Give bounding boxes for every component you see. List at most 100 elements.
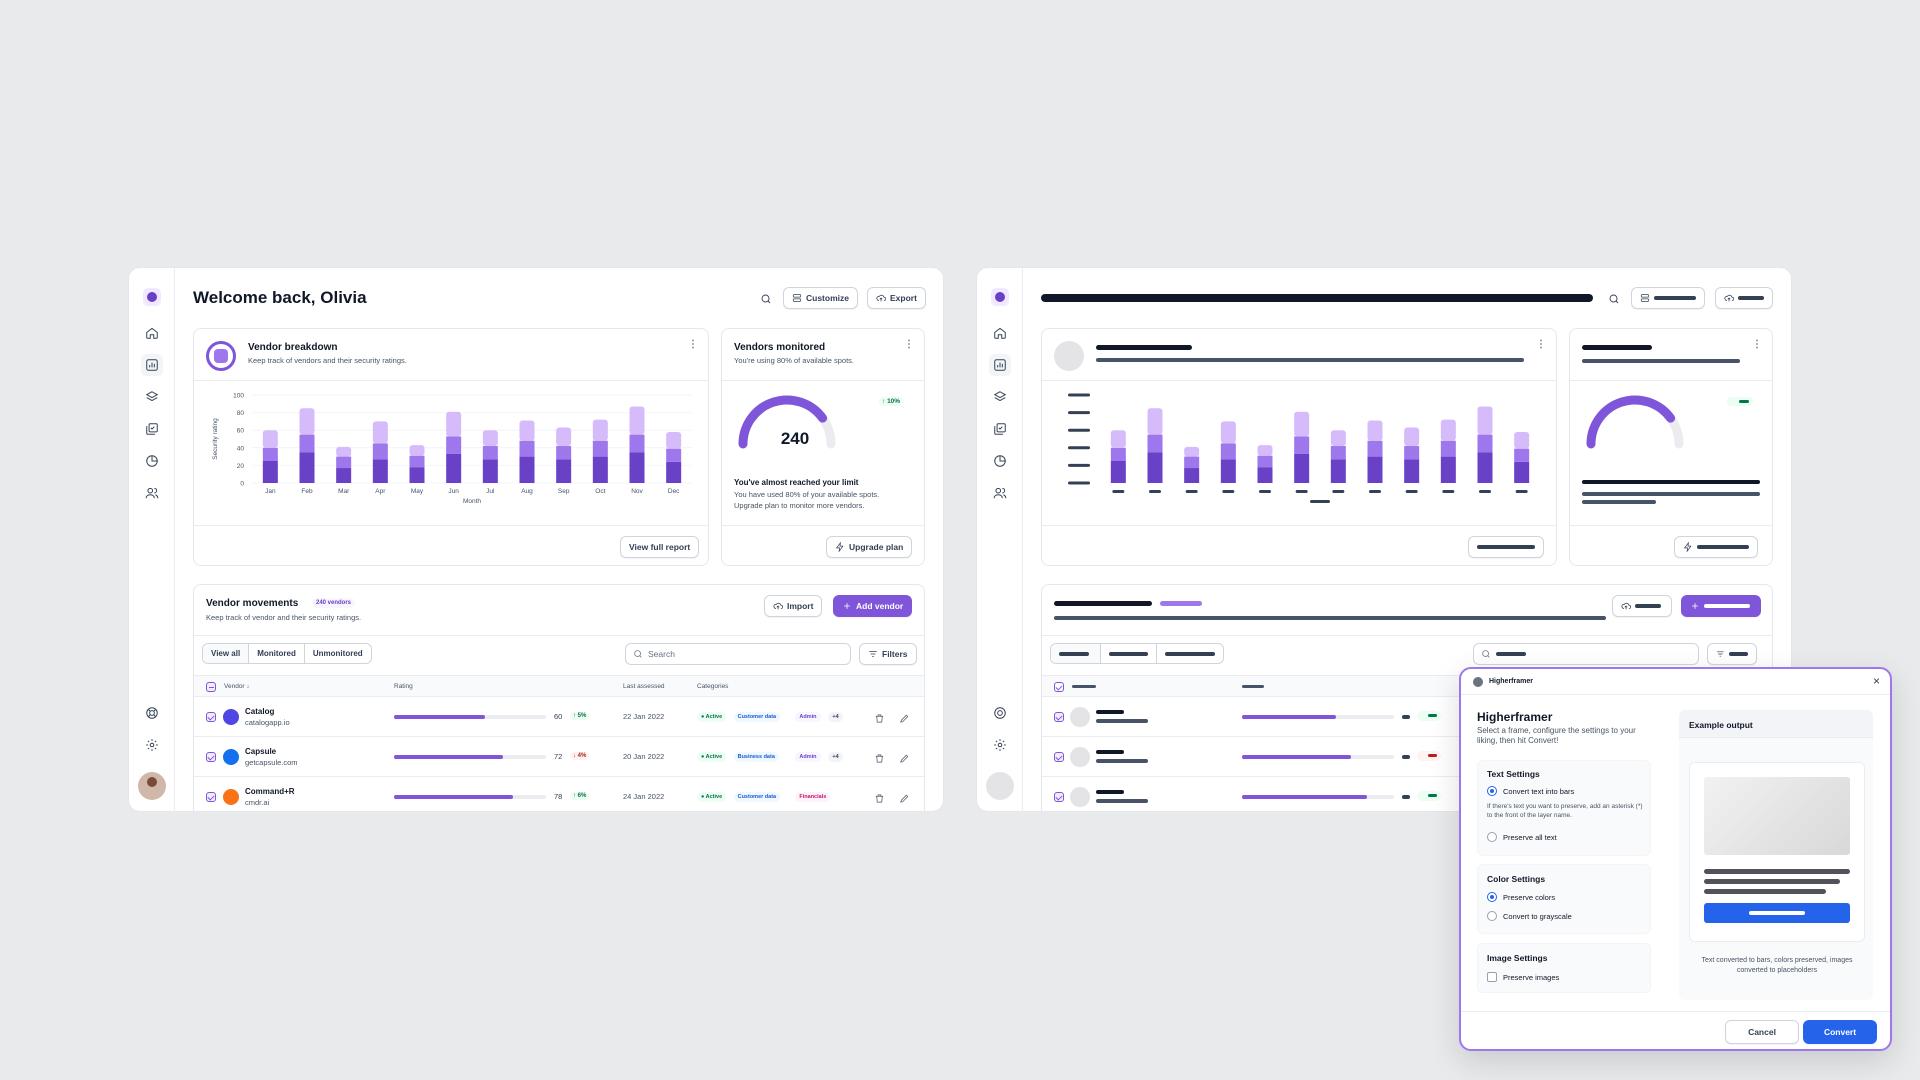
usage-gauge: [738, 395, 836, 449]
tab-unmonitored[interactable]: Unmonitored: [312, 649, 363, 658]
bar-segment: [1220, 443, 1236, 460]
row-checkbox[interactable]: [206, 712, 216, 722]
export-button[interactable]: Export: [867, 287, 926, 309]
sidebar: [129, 268, 175, 811]
trash-icon[interactable]: [874, 711, 886, 723]
pencil-icon[interactable]: [899, 791, 911, 803]
more-icon[interactable]: ⋮: [904, 339, 914, 350]
bar-segment: [482, 430, 498, 447]
bar-segment: [482, 446, 498, 460]
x-tick-label: Jul: [486, 488, 495, 495]
bar-segment: [1110, 461, 1126, 483]
vendor-logo: [223, 789, 239, 805]
y-tick-placeholder: [1068, 411, 1090, 415]
vendor-name: Catalog: [245, 707, 275, 716]
home-icon: [989, 322, 1011, 344]
example-output-title: Example output: [1689, 720, 1753, 730]
bar-segment: [1440, 440, 1456, 457]
bar-segment: [666, 461, 682, 483]
search-icon: [1482, 650, 1490, 658]
tab-view-all[interactable]: View all: [203, 644, 250, 663]
x-tick-label: Sep: [558, 488, 570, 495]
bar-segment: [1294, 453, 1310, 483]
image-placeholder: [1704, 777, 1850, 855]
preserve-images-checkbox[interactable]: [1487, 972, 1497, 982]
x-tick-label: Jun: [448, 488, 459, 495]
search-input[interactable]: Search: [625, 643, 851, 665]
view-full-report-button[interactable]: View full report: [620, 536, 700, 558]
filters-button[interactable]: Filters: [859, 643, 917, 665]
higherframer-plugin: Higherframer × Higherframer Select a fra…: [1459, 667, 1892, 1051]
check-square-icon[interactable]: [141, 418, 163, 440]
bar-segment: [592, 456, 608, 483]
layers-icon[interactable]: [141, 386, 163, 408]
pencil-icon[interactable]: [899, 711, 911, 723]
select-all-checkbox[interactable]: [206, 682, 216, 692]
x-tick-label: Apr: [375, 488, 386, 495]
convert-button[interactable]: Convert: [1803, 1020, 1877, 1044]
add-vendor-button[interactable]: Add vendor: [833, 595, 913, 617]
bar-segment: [299, 434, 315, 453]
upgrade-plan-button[interactable]: Upgrade plan: [826, 536, 913, 558]
pie-chart-icon[interactable]: [141, 450, 163, 472]
preserve-colors-radio[interactable]: [1487, 892, 1497, 902]
chart-icon[interactable]: [141, 354, 163, 376]
search-icon[interactable]: [760, 292, 776, 308]
x-tick-placeholder: [1442, 490, 1455, 493]
gear-icon[interactable]: [141, 734, 163, 756]
row-checkbox[interactable]: [206, 792, 216, 802]
example-caption: Text converted to bars, colors preserved…: [1701, 957, 1853, 974]
row-checkbox[interactable]: [206, 752, 216, 762]
close-icon[interactable]: ×: [1872, 674, 1880, 688]
bar-segment: [1330, 446, 1346, 460]
category-chip: Admin: [795, 752, 821, 762]
users-icon[interactable]: [141, 482, 163, 504]
grayscale-radio[interactable]: [1487, 911, 1497, 921]
export-button-placeholder: [1715, 287, 1773, 309]
bar-segment: [1257, 467, 1273, 483]
category-chip: Customer data: [733, 712, 781, 722]
x-tick-placeholder: [1295, 490, 1308, 493]
delta-badge: ↑ 10%: [879, 397, 904, 406]
card-subtitle: You're using 80% of available spots.: [734, 356, 854, 365]
filter-lines-icon: [1717, 651, 1724, 657]
trash-icon[interactable]: [874, 791, 886, 803]
bar-segment: [1184, 468, 1200, 483]
bar-segment: [1404, 459, 1420, 483]
vendor-name: Capsule: [245, 747, 277, 756]
trash-icon[interactable]: [874, 751, 886, 763]
preserve-text-label: Preserve all text: [1503, 833, 1557, 842]
vendor-breakdown-card: Vendor breakdown Keep track of vendors a…: [193, 328, 709, 566]
preserve-text-radio[interactable]: [1487, 832, 1497, 842]
customize-button[interactable]: Customize: [783, 287, 858, 309]
limit-title: You've almost reached your limit: [734, 478, 859, 487]
bar-segment: [1514, 461, 1530, 483]
last-assessed-date: 24 Jan 2022: [623, 792, 665, 801]
bar-segment: [299, 452, 315, 483]
convert-text-radio[interactable]: [1487, 786, 1497, 796]
rating-bar: [394, 755, 546, 759]
tab-monitored[interactable]: Monitored: [249, 644, 305, 663]
rating-value: 72: [554, 752, 563, 761]
search-icon: [1608, 292, 1624, 308]
support-icon: [989, 702, 1011, 724]
table-row[interactable]: Catalog catalogapp.io 60 ↑ 5% 22 Jan 2022 ● A…: [194, 697, 924, 737]
y-tick-placeholder: [1068, 463, 1090, 467]
bar-segment: [556, 446, 572, 460]
avatar[interactable]: [138, 772, 166, 800]
pencil-icon[interactable]: [899, 751, 911, 763]
grayscale-label: Convert to grayscale: [1503, 912, 1572, 921]
bar-segment: [372, 443, 388, 460]
col-vendor[interactable]: Vendor ↓: [224, 683, 250, 690]
bar-segment: [336, 456, 352, 469]
y-tick-placeholder: [1068, 446, 1090, 450]
support-icon[interactable]: [141, 702, 163, 724]
table-row[interactable]: Capsule getcapsule.com 72 ↓ 4% 20 Jan 2022 ● …: [194, 737, 924, 777]
more-icon[interactable]: ⋮: [688, 339, 698, 350]
import-button[interactable]: Import: [764, 595, 823, 617]
y-tick-label: 0: [240, 481, 244, 488]
home-icon[interactable]: [141, 322, 163, 344]
last-assessed-date: 22 Jan 2022: [623, 712, 665, 721]
table-row[interactable]: Command+R cmdr.ai 78 ↑ 6% 24 Jan 2022 ● Activ…: [194, 777, 924, 811]
cancel-button[interactable]: Cancel: [1725, 1020, 1799, 1044]
